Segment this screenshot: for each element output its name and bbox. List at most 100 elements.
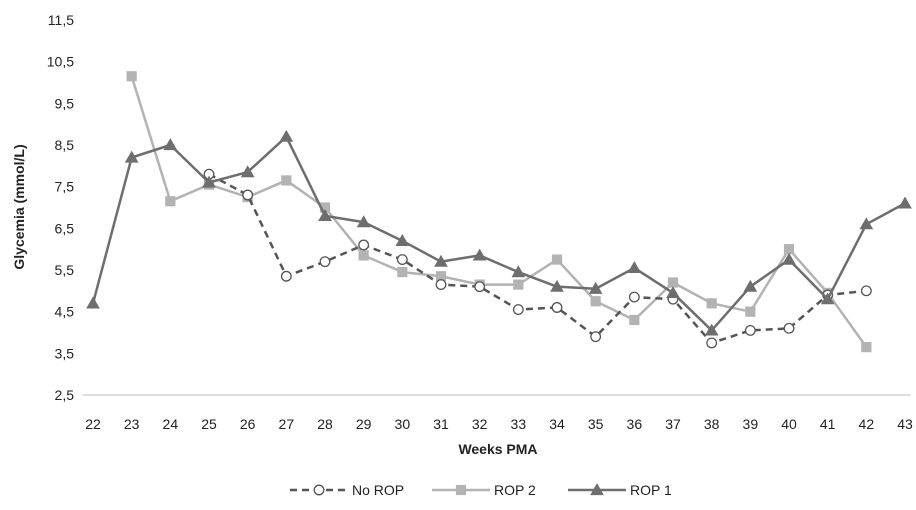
series-line [130,75,868,348]
legend-swatch-marker [455,484,467,496]
series-line [91,135,906,332]
legend-item: ROP 1 [568,482,672,498]
x-tick-label: 22 [85,416,101,432]
series-no-rop [203,168,872,349]
series-line [208,173,867,345]
data-point [628,291,640,303]
data-point [743,279,758,292]
data-point [820,292,835,305]
data-point [666,286,680,299]
data-point [783,244,795,255]
data-point [126,71,137,82]
x-tick-label: 30 [395,416,411,432]
data-point [627,261,642,274]
data-point [551,254,563,265]
data-point [319,202,331,213]
x-axis-ticks: 22 23 24 25 26 27 28 29 30 31 32 33 34 35 36 37 38 39 40 41… [85,416,913,432]
x-tick-label: 39 [743,416,759,432]
x-tick-label: 29 [356,416,372,432]
data-point [704,323,719,336]
legend-swatch-marker [590,483,604,496]
data-point [358,250,369,261]
x-tick-label: 38 [704,416,720,432]
x-tick-label: 32 [472,416,488,432]
data-point [435,279,447,291]
x-tick-label: 34 [549,416,565,432]
x-tick-label: 26 [240,416,256,432]
series-rop-1 [86,129,912,336]
data-point [590,331,602,343]
y-axis-ticks: 2,5 3,5 4,5 5,5 6,5 7,5 8,5 9,5 10,5 11,5 [47,12,74,403]
data-point [86,296,100,309]
data-point [472,248,487,261]
data-point [861,341,872,353]
data-point [435,271,447,282]
data-point [629,314,640,326]
data-point [744,324,756,336]
data-point [859,217,874,230]
y-tick-label: 5,5 [55,262,75,278]
y-tick-label: 11,5 [48,12,74,28]
data-point [474,281,486,293]
data-point [860,285,872,297]
data-point [356,215,371,228]
data-point [165,196,176,207]
data-point [706,337,718,349]
data-point [513,279,524,290]
x-tick-label: 23 [124,416,140,432]
data-point [395,233,410,246]
legend-label: ROP 2 [494,482,536,498]
y-tick-label: 9,5 [55,95,75,111]
legend-item: No ROP [290,482,404,498]
data-point [783,322,795,334]
series-layer [86,71,912,353]
series-rop-2 [126,71,872,353]
x-tick-label: 35 [588,416,604,432]
data-point [434,254,448,267]
data-point [782,252,796,265]
x-tick-label: 37 [665,416,681,432]
data-point [667,277,679,288]
x-axis-title: Weeks PMA [458,441,537,457]
x-tick-label: 31 [433,416,449,432]
data-point [590,296,601,307]
legend-swatch-marker [313,484,325,496]
x-tick-label: 43 [897,416,913,432]
data-point [396,254,408,266]
data-point [281,175,292,186]
data-point [511,265,526,278]
x-tick-label: 42 [859,416,875,432]
data-point [280,270,292,282]
data-point [279,129,294,142]
y-tick-label: 8,5 [55,137,75,153]
y-tick-label: 3,5 [55,345,75,361]
data-point [124,150,139,163]
data-point [898,196,912,209]
y-tick-label: 4,5 [55,304,75,320]
data-point [397,266,408,278]
x-tick-label: 28 [317,416,333,432]
data-point [242,189,254,201]
legend-item: ROP 2 [432,482,536,498]
x-tick-label: 24 [163,416,179,432]
data-point [319,256,331,268]
data-point [240,165,255,178]
data-point [551,302,563,313]
y-tick-label: 2,5 [55,387,75,403]
data-point [706,298,717,309]
data-point [588,281,603,294]
data-point [163,138,178,151]
y-tick-label: 7,5 [55,179,75,195]
data-point [202,175,216,188]
legend: No ROP ROP 2 ROP 1 [290,482,672,498]
legend-label: No ROP [352,482,404,498]
data-point [358,239,370,251]
x-tick-label: 41 [820,416,836,432]
data-point [512,304,524,316]
data-point [550,279,564,292]
x-tick-label: 27 [279,416,295,432]
data-point [745,306,756,317]
x-tick-label: 25 [201,416,217,432]
data-point [318,208,332,221]
